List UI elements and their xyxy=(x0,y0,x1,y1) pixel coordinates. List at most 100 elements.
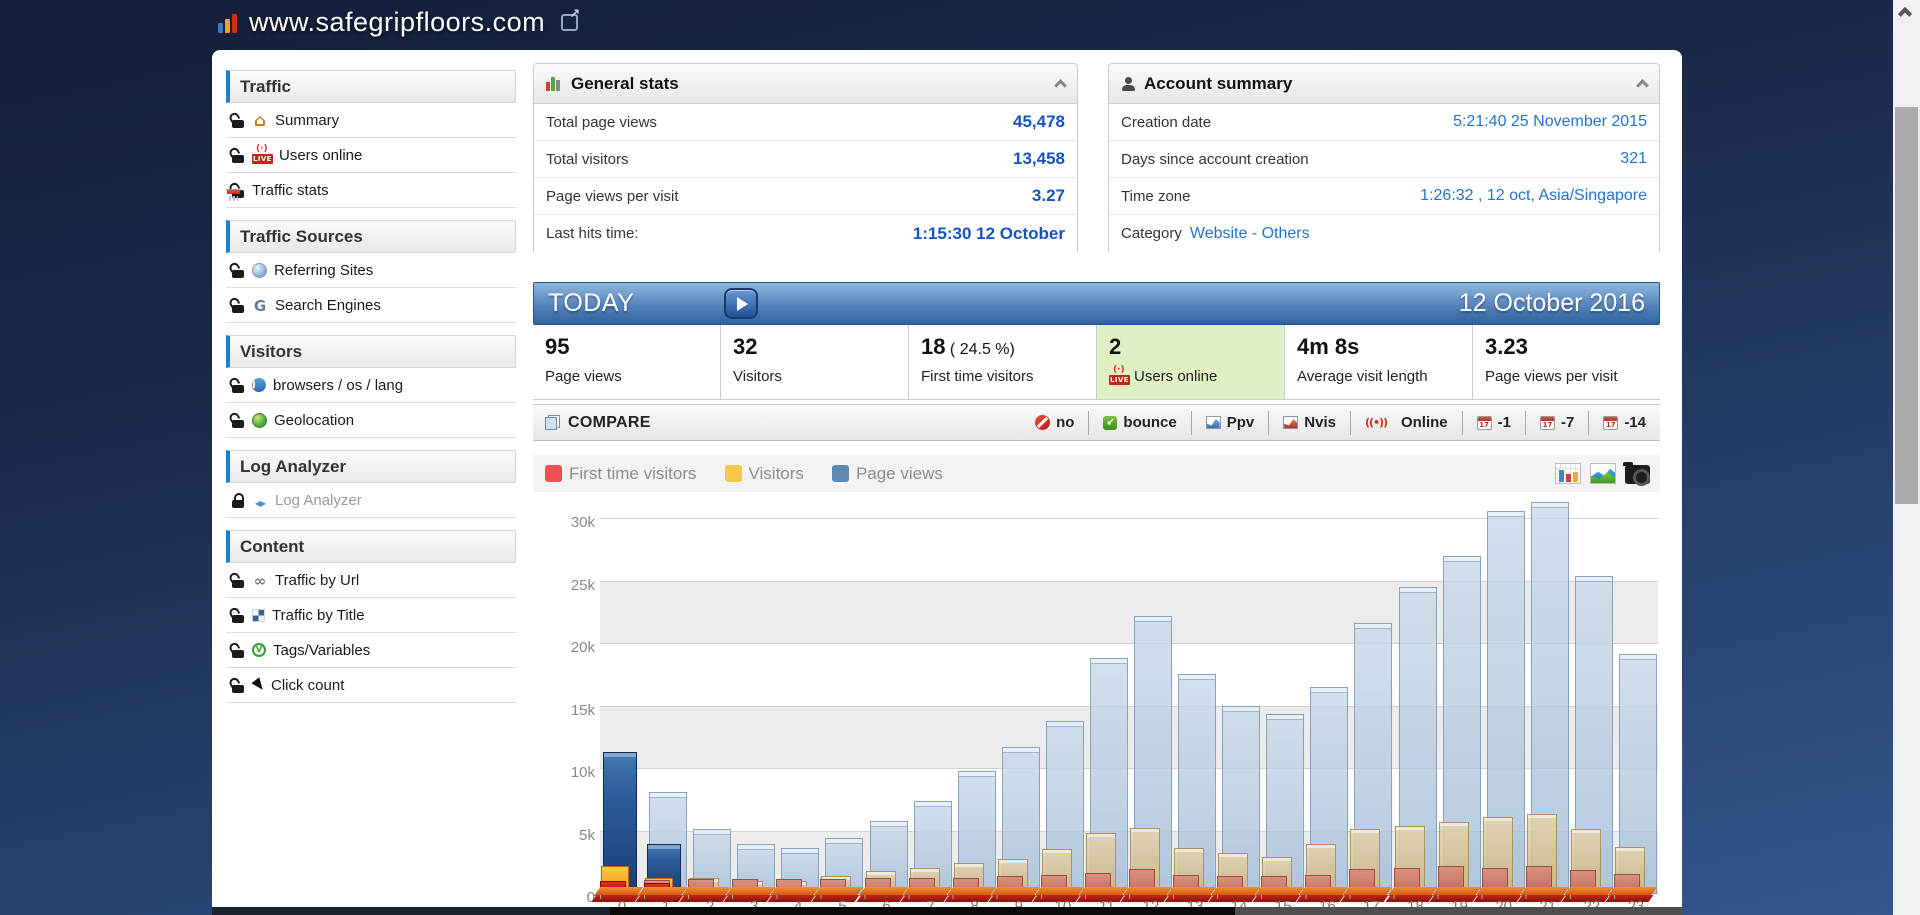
bar-chart-icon xyxy=(546,76,563,91)
compare-option-bounce[interactable]: bounce xyxy=(1088,410,1190,435)
globe-icon xyxy=(252,262,267,278)
chart-bar-group-hour-20 xyxy=(1473,510,1526,902)
area-chart-view-icon[interactable] xyxy=(1590,463,1616,484)
stat-row: Time zone 1:26:32 , 12 oct, Asia/Singapo… xyxy=(1109,178,1659,215)
compare-option-nvis[interactable]: Nvis xyxy=(1268,410,1350,435)
account-summary-panel: Account summary Creation date 5:21:40 25… xyxy=(1108,63,1660,252)
radio-waves-icon xyxy=(1365,416,1395,430)
site-stats-icon xyxy=(218,13,239,33)
general-stats-header: General stats xyxy=(534,64,1077,104)
stat-row: Days since account creation 321 xyxy=(1109,141,1659,178)
compare-option-minus-14[interactable]: -14 xyxy=(1588,410,1660,435)
sidebar-item-label: Traffic stats xyxy=(252,181,329,199)
stat-row: Total visitors 13,458 xyxy=(534,141,1077,178)
collapse-chevron-icon[interactable] xyxy=(1636,79,1649,92)
stat-row: Page views per visit 3.27 xyxy=(534,178,1077,215)
sidebar-item-traffic-by-title[interactable]: Traffic by Title xyxy=(226,598,516,633)
sidebar-header-log-analyzer: Log Analyzer xyxy=(226,450,516,483)
compare-label: COMPARE xyxy=(568,413,651,431)
stat-label: Days since account creation xyxy=(1121,150,1309,168)
sidebar-item-label: Traffic by Title xyxy=(272,606,365,624)
bounce-icon xyxy=(1103,415,1118,430)
open-padlock-icon xyxy=(232,148,245,163)
open-padlock-icon xyxy=(232,678,245,693)
y-axis-tick-label: 15k xyxy=(570,701,595,719)
open-padlock-icon xyxy=(232,263,245,278)
scroll-up-arrow-icon[interactable] xyxy=(1897,6,1913,22)
sidebar-header-traffic-sources: Traffic Sources xyxy=(226,220,516,253)
chart-bar-group-hour-9 xyxy=(988,518,1041,902)
yellow-swatch-icon xyxy=(724,465,742,482)
bar-chart-view-icon[interactable] xyxy=(1555,463,1581,484)
compare-option-online[interactable]: Online xyxy=(1349,410,1462,435)
chart-bar-group-hour-17 xyxy=(1340,518,1393,902)
no-icon xyxy=(1035,415,1051,430)
x-axis-tick-label: 4 xyxy=(776,898,820,915)
sidebar-item-tags-variables[interactable]: Tags/Variables xyxy=(226,633,516,668)
chart-bar-group-hour-15 xyxy=(1252,518,1305,902)
stat-cell-page-views: 95 Page views xyxy=(533,325,721,399)
grid-band xyxy=(600,580,1658,643)
stat-label: Time zone xyxy=(1121,187,1191,205)
today-date: 12 October 2016 xyxy=(1458,289,1645,317)
sidebar-item-browsers-os-lang[interactable]: browsers / os / lang xyxy=(226,368,516,403)
external-link-icon[interactable] xyxy=(561,7,580,31)
stat-label: Creation date xyxy=(1121,113,1212,131)
chart-bar-group-hour-22 xyxy=(1561,518,1614,902)
y-axis-tick-label: 0 xyxy=(586,889,595,906)
scrollbar-thumb[interactable] xyxy=(1895,107,1918,504)
sidebar-item-geolocation[interactable]: Geolocation xyxy=(226,403,516,438)
sidebar-section-traffic: Traffic Summary Users online Traffic sta… xyxy=(226,70,516,208)
play-button[interactable] xyxy=(724,288,759,319)
chart-bar-group-hour-3 xyxy=(723,518,776,902)
main-content: General stats Total page views 45,478 To… xyxy=(533,63,1660,915)
sidebar-item-click-count[interactable]: Click count xyxy=(226,668,516,703)
collapse-chevron-icon[interactable] xyxy=(1054,79,1067,92)
calendar-icon xyxy=(226,189,241,201)
sidebar-item-traffic-stats[interactable]: Traffic stats xyxy=(226,173,516,208)
info-icon xyxy=(252,378,266,392)
live-icon xyxy=(252,144,273,164)
sidebar-item-log-analyzer[interactable]: Log Analyzer xyxy=(226,483,516,518)
sidebar: Traffic Summary Users online Traffic sta… xyxy=(226,70,516,715)
legend-visitors[interactable]: Visitors xyxy=(724,464,804,484)
sidebar-item-label: Summary xyxy=(275,111,340,129)
stat-value: 1:15:30 12 October xyxy=(912,223,1065,243)
person-icon xyxy=(1121,76,1136,91)
stat-cell-average-visit-length: 4m 8s Average visit length xyxy=(1285,325,1473,399)
sidebar-item-label: browsers / os / lang xyxy=(273,376,404,394)
compare-option-minus-1[interactable]: -1 xyxy=(1461,410,1525,435)
open-padlock-icon xyxy=(232,608,245,623)
compare-option-ppv[interactable]: Ppv xyxy=(1190,410,1269,435)
compare-option-no[interactable]: no xyxy=(1021,411,1088,435)
stat-label: Last hits time: xyxy=(546,225,639,242)
sidebar-item-traffic-by-url[interactable]: Traffic by Url xyxy=(226,563,516,598)
sidebar-item-referring-sites[interactable]: Referring Sites xyxy=(226,253,516,288)
red-swatch-icon xyxy=(545,465,562,482)
chart-bar-group-hour-0 xyxy=(591,518,644,902)
sidebar-item-users-online[interactable]: Users online xyxy=(226,138,516,173)
closed-padlock-icon xyxy=(232,492,245,508)
sidebar-section-content: Content Traffic by Url Traffic by Title … xyxy=(226,530,516,703)
category-link[interactable]: Website - Others xyxy=(1189,224,1310,242)
sidebar-header-traffic: Traffic xyxy=(226,70,516,103)
chart-bar-group-hour-14 xyxy=(1208,518,1261,902)
general-stats-panel: General stats Total page views 45,478 To… xyxy=(533,63,1078,252)
chart-plot-area xyxy=(591,501,1658,902)
chart-bar-group-hour-5 xyxy=(811,518,864,902)
legend-first-time-visitors[interactable]: First time visitors xyxy=(545,464,697,484)
sidebar-section-traffic-sources: Traffic Sources Referring Sites Search E… xyxy=(226,220,516,323)
account-summary-header: Account summary xyxy=(1109,64,1659,104)
copy-pages-icon xyxy=(545,415,560,430)
sidebar-item-search-engines[interactable]: Search Engines xyxy=(226,288,516,323)
y-axis-tick-label: 20k xyxy=(570,639,595,656)
compare-bar: COMPARE no bounce Ppv Nvis Online -1 -7 xyxy=(533,404,1660,441)
camera-snapshot-icon[interactable] xyxy=(1623,462,1650,486)
legend-page-views[interactable]: Page views xyxy=(831,464,943,484)
tag-v-icon xyxy=(252,643,266,657)
vertical-scrollbar[interactable] xyxy=(1893,0,1920,915)
sidebar-item-summary[interactable]: Summary xyxy=(226,103,516,138)
open-padlock-icon xyxy=(232,413,245,428)
sidebar-item-label: Geolocation xyxy=(274,411,355,429)
compare-option-minus-7[interactable]: -7 xyxy=(1524,410,1588,435)
